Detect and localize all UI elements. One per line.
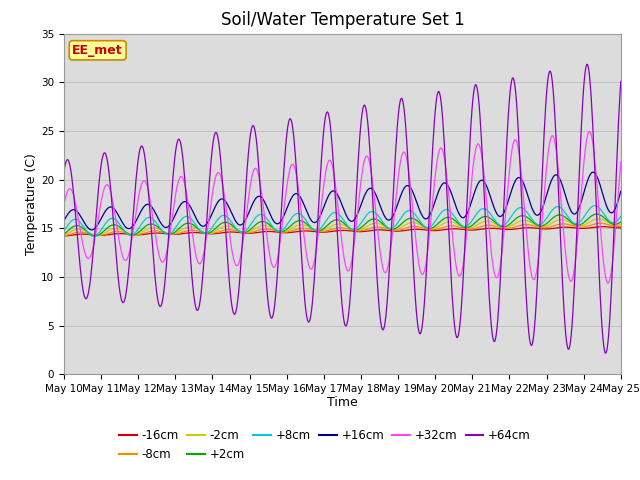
X-axis label: Time: Time [327, 396, 358, 408]
Legend: -16cm, -8cm, -2cm, +2cm, +8cm, +16cm, +32cm, +64cm: -16cm, -8cm, -2cm, +2cm, +8cm, +16cm, +3… [115, 425, 536, 466]
Text: EE_met: EE_met [72, 44, 123, 57]
Title: Soil/Water Temperature Set 1: Soil/Water Temperature Set 1 [221, 11, 464, 29]
Y-axis label: Temperature (C): Temperature (C) [25, 153, 38, 255]
